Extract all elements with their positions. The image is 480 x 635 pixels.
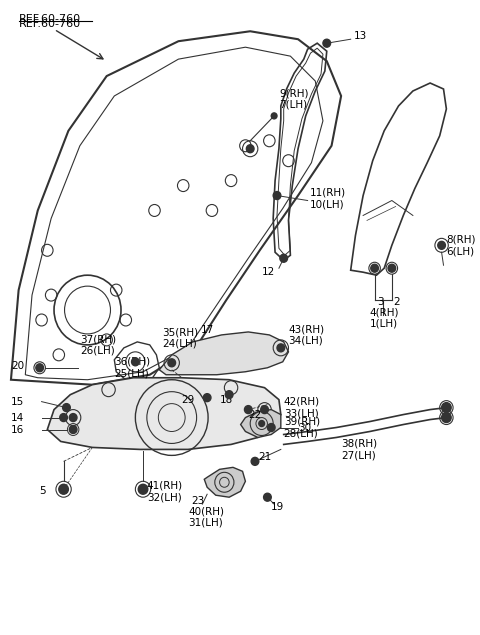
Text: 21: 21 <box>258 452 271 462</box>
Text: 9(RH)
7(LH): 9(RH) 7(LH) <box>279 88 309 110</box>
Circle shape <box>388 264 396 272</box>
Circle shape <box>246 145 254 153</box>
Circle shape <box>438 241 445 250</box>
Text: 42(RH)
33(LH): 42(RH) 33(LH) <box>284 397 320 418</box>
Text: 17: 17 <box>201 325 214 335</box>
Circle shape <box>323 39 331 47</box>
Circle shape <box>264 493 271 501</box>
Circle shape <box>204 394 211 401</box>
Circle shape <box>225 391 233 399</box>
Text: 13: 13 <box>354 31 367 41</box>
Circle shape <box>261 406 268 413</box>
Text: 19: 19 <box>271 502 285 512</box>
Text: 41(RH)
32(LH): 41(RH) 32(LH) <box>147 481 183 502</box>
Polygon shape <box>48 378 281 450</box>
Circle shape <box>267 424 275 432</box>
Text: 22: 22 <box>248 410 262 420</box>
Text: REF.60-760: REF.60-760 <box>19 19 81 29</box>
Circle shape <box>442 403 451 413</box>
Text: 4(RH)
1(LH): 4(RH) 1(LH) <box>370 307 399 329</box>
Text: 8(RH)
6(LH): 8(RH) 6(LH) <box>446 234 476 256</box>
Text: 37(RH)
26(LH): 37(RH) 26(LH) <box>80 334 116 356</box>
Text: 20: 20 <box>11 361 24 371</box>
Text: 12: 12 <box>262 267 275 277</box>
Circle shape <box>168 359 176 367</box>
Text: 36(RH)
25(LH): 36(RH) 25(LH) <box>114 357 150 378</box>
Circle shape <box>36 364 44 371</box>
Text: 39(RH)
28(LH): 39(RH) 28(LH) <box>284 417 320 438</box>
Circle shape <box>132 358 139 366</box>
Circle shape <box>244 406 252 413</box>
Text: 15: 15 <box>11 397 24 406</box>
Polygon shape <box>240 410 281 438</box>
Circle shape <box>69 413 77 422</box>
Text: 30: 30 <box>298 422 311 432</box>
Circle shape <box>277 344 285 352</box>
Text: 3: 3 <box>377 297 384 307</box>
Circle shape <box>138 485 148 494</box>
Circle shape <box>371 264 378 272</box>
Text: 11(RH)
10(LH): 11(RH) 10(LH) <box>310 188 346 210</box>
Circle shape <box>259 420 264 427</box>
Circle shape <box>62 404 70 411</box>
Text: REF.60-760: REF.60-760 <box>19 15 81 24</box>
Circle shape <box>442 413 451 422</box>
Polygon shape <box>159 332 288 375</box>
Circle shape <box>280 254 288 262</box>
Circle shape <box>251 457 259 465</box>
Circle shape <box>69 425 77 434</box>
Text: 35(RH)
24(LH): 35(RH) 24(LH) <box>162 327 198 349</box>
Polygon shape <box>204 467 245 497</box>
Text: 14: 14 <box>11 413 24 422</box>
Text: 23: 23 <box>191 496 204 506</box>
Text: 16: 16 <box>11 425 24 434</box>
Text: 38(RH)
27(LH): 38(RH) 27(LH) <box>341 439 377 460</box>
Circle shape <box>271 113 277 119</box>
Circle shape <box>59 485 68 494</box>
Text: 2: 2 <box>394 297 400 307</box>
Text: 18: 18 <box>219 394 233 404</box>
Text: 29: 29 <box>181 394 194 404</box>
Text: 40(RH)
31(LH): 40(RH) 31(LH) <box>188 506 224 528</box>
Circle shape <box>273 192 281 199</box>
Text: 5: 5 <box>40 486 46 496</box>
Text: 43(RH)
34(LH): 43(RH) 34(LH) <box>288 324 324 345</box>
Circle shape <box>60 413 67 422</box>
